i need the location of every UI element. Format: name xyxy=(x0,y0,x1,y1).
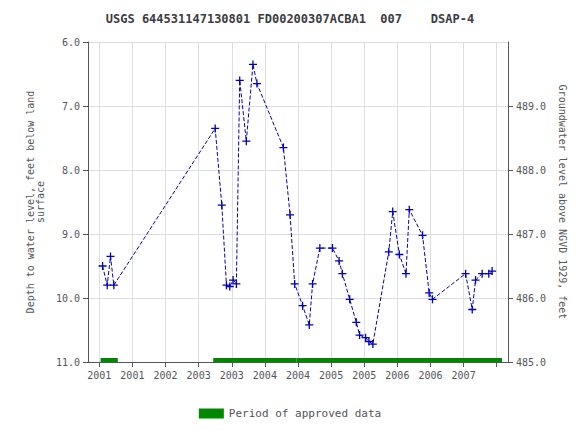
svg-text:2006: 2006 xyxy=(385,370,409,381)
svg-text:2004: 2004 xyxy=(253,370,277,381)
svg-text:8.0: 8.0 xyxy=(62,165,80,176)
svg-text:2007: 2007 xyxy=(452,370,476,381)
svg-text:2003: 2003 xyxy=(187,370,211,381)
svg-text:2005: 2005 xyxy=(352,370,376,381)
svg-text:489.0: 489.0 xyxy=(516,101,546,112)
svg-text:487.0: 487.0 xyxy=(516,229,546,240)
svg-text:Groundwater level above NGVD 1: Groundwater level above NGVD 1929, feet xyxy=(557,85,568,320)
svg-text:Depth to water level, feet bel: Depth to water level, feet below land xyxy=(24,90,36,314)
svg-text:2002: 2002 xyxy=(153,370,177,381)
svg-text:486.0: 486.0 xyxy=(516,293,546,304)
svg-text:6.0: 6.0 xyxy=(62,37,80,48)
svg-text:USGS 644531147130801 FD0020030: USGS 644531147130801 FD00200307ACBA1 007… xyxy=(106,12,474,26)
svg-text:2004: 2004 xyxy=(286,370,310,381)
svg-text:2003: 2003 xyxy=(220,370,244,381)
svg-text:7.0: 7.0 xyxy=(62,101,80,112)
svg-text:2005: 2005 xyxy=(319,370,343,381)
svg-text:surface: surface xyxy=(35,181,46,223)
svg-text:485.0: 485.0 xyxy=(516,357,546,368)
svg-text:2001: 2001 xyxy=(120,370,144,381)
svg-text:488.0: 488.0 xyxy=(516,165,546,176)
svg-text:2006: 2006 xyxy=(418,370,442,381)
svg-text:10.0: 10.0 xyxy=(56,293,80,304)
svg-text:11.0: 11.0 xyxy=(56,357,80,368)
svg-text:9.0: 9.0 xyxy=(62,229,80,240)
svg-text:2001: 2001 xyxy=(87,370,111,381)
svg-text:Period of approved data: Period of approved data xyxy=(229,407,381,420)
